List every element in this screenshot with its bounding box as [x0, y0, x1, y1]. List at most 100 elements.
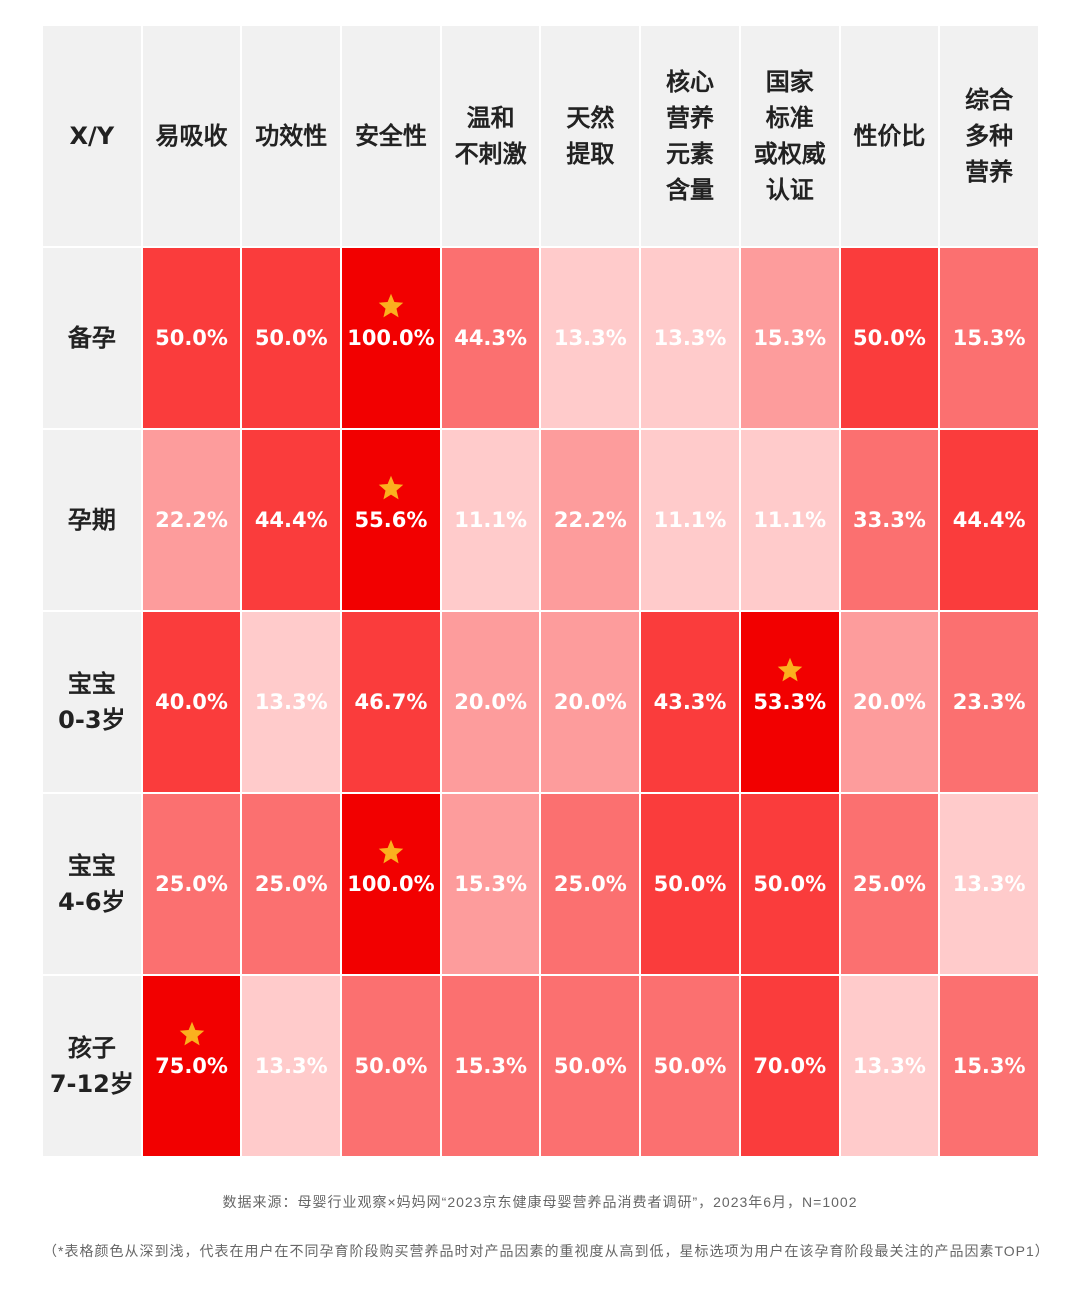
star-icon: [777, 657, 802, 682]
cell-value: 55.6%: [354, 508, 428, 532]
cell-value: 44.3%: [454, 326, 528, 350]
cell-value: 100.0%: [347, 326, 435, 350]
heatmap-cell: 25.0%: [840, 794, 939, 974]
cell-value: 13.3%: [254, 690, 328, 714]
heatmap-cell: 50.0%: [541, 976, 640, 1156]
cell-value: 25.0%: [853, 872, 926, 896]
cell-value: 50.0%: [853, 326, 926, 350]
cell-value: 75.0%: [155, 1054, 228, 1078]
star-icon: [179, 1021, 204, 1046]
column-header-3: 温和 不刺激: [441, 26, 540, 246]
cell-value: 46.7%: [354, 690, 428, 714]
cell-value: 15.3%: [454, 1054, 528, 1078]
star-icon: [378, 475, 404, 500]
heatmap-cell: 23.3%: [940, 612, 1038, 792]
heatmap-cell: 11.1%: [641, 430, 739, 610]
heatmap-cell: 55.6%: [342, 430, 440, 610]
column-header-7: 性价比: [840, 26, 939, 246]
row-label-1: 孕期: [43, 430, 141, 610]
row-label-2: 宝宝 0-3岁: [43, 612, 141, 792]
cell-value: 44.4%: [254, 508, 328, 532]
cell-value: 13.3%: [952, 872, 1026, 896]
cell-value: 33.3%: [853, 508, 926, 532]
heatmap-cell: 50.0%: [342, 976, 440, 1156]
cell-value: 11.1%: [753, 508, 827, 532]
cell-value: 13.3%: [553, 326, 627, 350]
heatmap-cell: 40.0%: [142, 612, 241, 792]
cell-value: 25.0%: [254, 872, 328, 896]
heatmap-cell: 15.3%: [940, 976, 1038, 1156]
cell-value: 22.2%: [155, 508, 228, 532]
heatmap-cell: 15.3%: [441, 976, 540, 1156]
star-icon: [378, 839, 404, 864]
heatmap-cell: 44.3%: [441, 248, 540, 428]
row-label-3: 宝宝 4-6岁: [43, 794, 141, 974]
row-label-4: 孩子 7-12岁: [43, 976, 141, 1156]
heatmap-cell: 13.3%: [641, 248, 739, 428]
cell-value: 50.0%: [753, 872, 827, 896]
column-header-0: 易吸收: [142, 26, 241, 246]
heatmap-cell: 43.3%: [641, 612, 739, 792]
cell-value: 25.0%: [155, 872, 228, 896]
cell-value: 13.3%: [254, 1054, 328, 1078]
heatmap-cell: 15.3%: [740, 248, 839, 428]
star-icon: [378, 293, 404, 318]
column-header-8: 综合 多种 营养: [940, 26, 1038, 246]
heatmap-cell: 44.4%: [242, 430, 341, 610]
heatmap-cell: 53.3%: [740, 612, 839, 792]
heatmap-cell: 22.2%: [541, 430, 640, 610]
cell-value: 15.3%: [454, 872, 528, 896]
cell-value: 50.0%: [653, 872, 727, 896]
cell-value: 100.0%: [347, 872, 435, 896]
cell-value: 50.0%: [553, 1054, 627, 1078]
heatmap-cell: 44.4%: [940, 430, 1038, 610]
heatmap-cell: 50.0%: [641, 794, 739, 974]
heatmap-cell: 25.0%: [142, 794, 241, 974]
cell-value: 23.3%: [952, 690, 1026, 714]
heatmap-cell: 50.0%: [641, 976, 739, 1156]
cell-value: 40.0%: [155, 690, 228, 714]
cell-value: 13.3%: [853, 1054, 926, 1078]
cell-value: 15.3%: [952, 1054, 1026, 1078]
column-header-5: 核心 营养 元素 含量: [641, 26, 739, 246]
cell-value: 20.0%: [454, 690, 528, 714]
cell-value: 43.3%: [653, 690, 727, 714]
cell-value: 44.4%: [952, 508, 1026, 532]
row-label-0: 备孕: [43, 248, 141, 428]
column-header-6: 国家 标准 或权威 认证: [740, 26, 839, 246]
heatmap-cell: 20.0%: [441, 612, 540, 792]
cell-value: 50.0%: [354, 1054, 428, 1078]
heatmap-cell: 15.3%: [441, 794, 540, 974]
heatmap-cell: 100.0%: [342, 794, 440, 974]
heatmap-cell: 100.0%: [342, 248, 440, 428]
cell-value: 53.3%: [753, 690, 827, 714]
heatmap-cell: 13.3%: [840, 976, 939, 1156]
heatmap-cell: 50.0%: [840, 248, 939, 428]
heatmap-cell: 13.3%: [242, 612, 341, 792]
column-header-4: 天然 提取: [541, 26, 640, 246]
heatmap-cell: 15.3%: [940, 248, 1038, 428]
heatmap-cell: 25.0%: [242, 794, 341, 974]
heatmap-cell: 75.0%: [142, 976, 241, 1156]
cell-value: 50.0%: [653, 1054, 727, 1078]
heatmap-table: X/Y 易吸收 功效性 安全性 温和 不刺激 天然 提取 核心 营养 元素 含量 国家 标准 …: [43, 26, 1038, 1156]
data-source-text: 数据来源：母婴行业观察×妈妈网“2023京东健康母婴营养品消费者调研”，2023…: [222, 1194, 858, 1210]
heatmap-cell: 46.7%: [342, 612, 440, 792]
cell-value: 20.0%: [853, 690, 926, 714]
cell-value: 50.0%: [155, 326, 228, 350]
heatmap-cell: 20.0%: [541, 612, 640, 792]
column-header-1: 功效性: [242, 26, 341, 246]
cell-value: 15.3%: [753, 326, 827, 350]
cell-value: 50.0%: [254, 326, 328, 350]
cell-value: 11.1%: [454, 508, 528, 532]
corner-label: X/Y: [43, 26, 141, 246]
heatmap-cell: 22.2%: [142, 430, 241, 610]
heatmap-cell: 13.3%: [940, 794, 1038, 974]
heatmap-cell: 25.0%: [541, 794, 640, 974]
cell-value: 13.3%: [653, 326, 727, 350]
cell-value: 25.0%: [553, 872, 627, 896]
cell-value: 70.0%: [753, 1054, 827, 1078]
heatmap-cell: 50.0%: [142, 248, 241, 428]
heatmap-cell: 13.3%: [242, 976, 341, 1156]
footnote-text: （*表格颜色从深到浅，代表在用户在不同孕育阶段购买营养品时对产品因素的重视度从高…: [43, 1243, 1050, 1259]
